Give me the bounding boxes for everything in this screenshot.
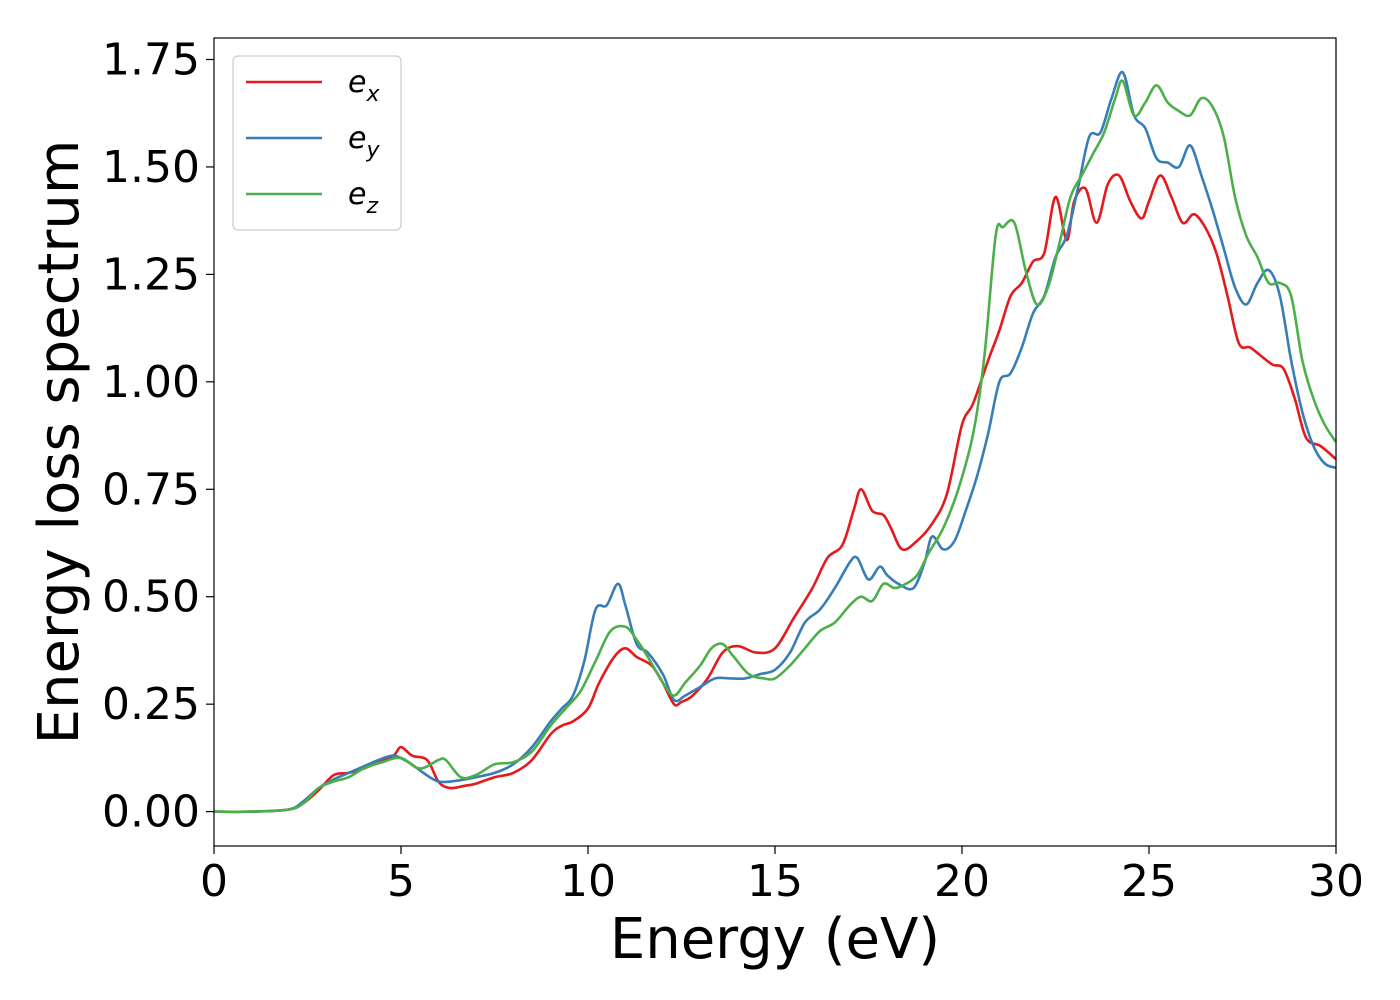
y-tick-label: 1.75 — [102, 34, 200, 85]
series-layer — [213, 70, 1338, 814]
x-axis-label: Energy (eV) — [610, 907, 940, 972]
x-tick-label: 15 — [747, 856, 803, 907]
y-tick-label: 1.25 — [102, 249, 200, 300]
y-tick-label: 0.50 — [102, 572, 200, 623]
x-tick-label: 25 — [1121, 856, 1177, 907]
legend-label: ez — [348, 177, 378, 219]
x-tick-label: 30 — [1308, 856, 1364, 907]
legend-label: ex — [348, 65, 380, 107]
x-tick-label: 5 — [387, 856, 415, 907]
x-tick-label: 10 — [560, 856, 616, 907]
x-tick-label: 20 — [934, 856, 990, 907]
legend: ex ey ez — [232, 55, 402, 231]
legend-item-x: ex — [246, 65, 380, 107]
series-line-x — [213, 173, 1337, 814]
y-tick-label: 1.50 — [102, 142, 200, 193]
y-axis-label: Energy loss spectrum — [27, 140, 92, 745]
y-tick-label: 1.00 — [102, 357, 200, 408]
y-tick-label: 0.00 — [102, 787, 200, 838]
series-line-z — [213, 79, 1338, 814]
legend-label: ey — [348, 121, 380, 163]
x-tick-label: 0 — [200, 856, 228, 907]
legend-box — [232, 55, 402, 231]
legend-item-z: ez — [246, 177, 378, 219]
y-tick-label: 0.25 — [102, 679, 200, 730]
series-line-y — [213, 70, 1337, 814]
x-axis: 0 5 10 15 20 25 30 — [200, 846, 1364, 907]
y-axis: 0.00 0.25 0.50 0.75 1.00 1.25 1.50 1.75 — [102, 34, 214, 838]
legend-item-y: ey — [246, 121, 380, 163]
y-tick-label: 0.75 — [102, 464, 200, 515]
